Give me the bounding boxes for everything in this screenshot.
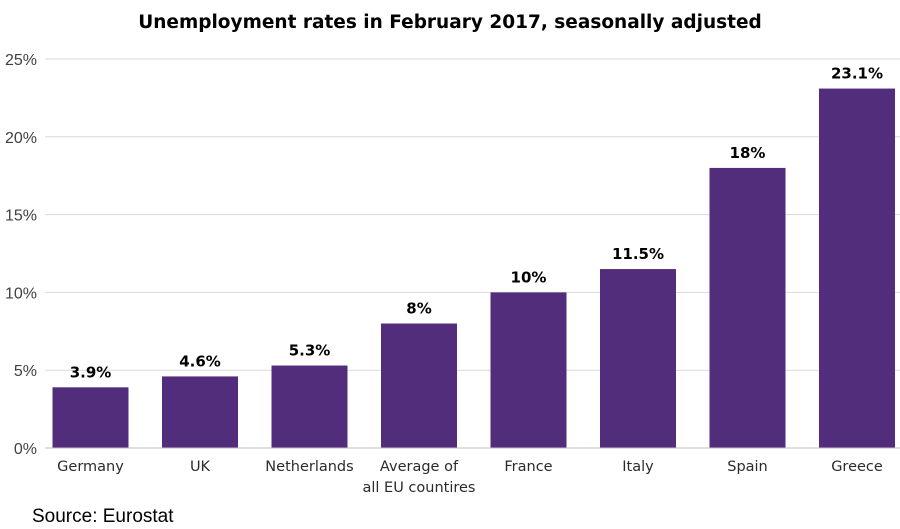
- category-label: Greece: [831, 459, 883, 475]
- data-label: 10%: [511, 268, 547, 286]
- data-label: 23.1%: [831, 65, 883, 83]
- bar: [52, 387, 129, 448]
- y-tick-label: 5%: [14, 363, 37, 380]
- data-label: 11.5%: [612, 245, 664, 263]
- data-label: 8%: [406, 300, 431, 318]
- bars: [52, 88, 895, 449]
- category-label: Germany: [57, 459, 124, 475]
- data-label: 4.6%: [179, 352, 221, 370]
- category-label: UK: [190, 459, 211, 475]
- source-note: Source: Eurostat: [32, 506, 174, 527]
- category-labels: Germany UK Netherlands Average of all EU cou…: [57, 459, 883, 496]
- bar: [162, 376, 238, 448]
- bar: [709, 167, 786, 449]
- data-label: 5.3%: [289, 342, 331, 360]
- data-labels: 3.9% 4.6% 5.3% 8% 10% 11.5% 18% 23.1%: [70, 65, 883, 382]
- category-label: Italy: [622, 459, 654, 475]
- y-tick-label: 0%: [14, 441, 37, 458]
- y-tick-label: 20%: [5, 130, 37, 147]
- bar: [490, 292, 567, 448]
- bar: [600, 269, 676, 448]
- y-tick-label: 15%: [5, 208, 37, 225]
- bar: [271, 365, 348, 448]
- y-tick-label: 10%: [5, 285, 37, 302]
- data-label: 3.9%: [70, 363, 112, 381]
- data-label: 18%: [730, 144, 766, 162]
- bar: [381, 323, 457, 448]
- y-tick-label: 25%: [5, 52, 37, 69]
- category-label: all EU countires: [363, 480, 476, 496]
- category-label: Spain: [727, 459, 768, 475]
- category-label: Netherlands: [265, 459, 353, 475]
- category-label: France: [504, 459, 552, 475]
- chart-title: Unemployment rates in February 2017, sea…: [138, 12, 762, 33]
- category-label: Average of: [380, 459, 459, 475]
- bar: [819, 88, 895, 449]
- y-axis-ticks: 0% 5% 10% 15% 20% 25%: [5, 52, 37, 458]
